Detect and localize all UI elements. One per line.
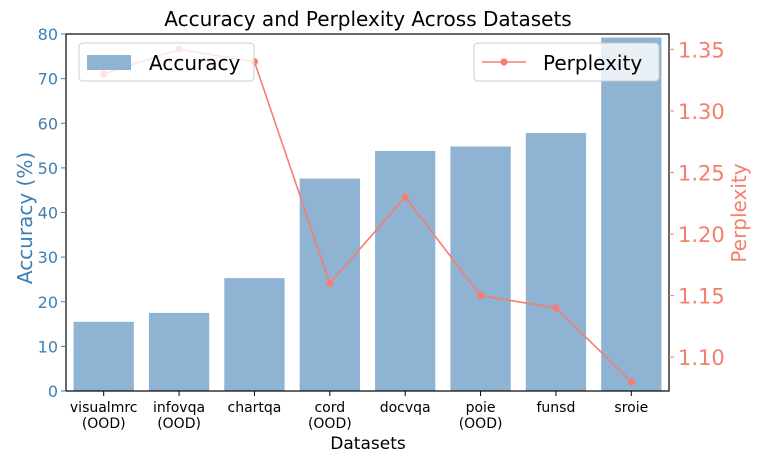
accuracy-bar	[73, 321, 134, 391]
right-tick-label: 1.30	[678, 100, 725, 124]
chart-title: Accuracy and Perplexity Across Datasets	[164, 7, 571, 31]
right-axis-label: Perplexity	[727, 163, 751, 262]
x-tick-label: funsd	[537, 400, 576, 416]
x-tick-label: chartqa	[228, 400, 282, 416]
accuracy-legend-label: Accuracy	[149, 51, 240, 75]
left-tick-label: 20	[38, 293, 58, 312]
perplexity-point	[627, 378, 635, 386]
x-tick-label: infovqa (OOD)	[153, 400, 205, 432]
accuracy-legend-swatch	[87, 55, 131, 70]
accuracy-bar	[224, 278, 285, 391]
right-tick-label: 1.20	[678, 223, 725, 247]
accuracy-bar	[148, 312, 210, 391]
left-tick-label: 60	[38, 114, 58, 133]
accuracy-bar	[375, 150, 436, 391]
x-tick-label: visualmrc (OOD)	[70, 400, 138, 432]
left-axis-label: Accuracy (%)	[13, 152, 37, 284]
perplexity-point	[476, 291, 485, 300]
perplexity-legend-label: Perplexity	[543, 51, 642, 75]
perplexity-point	[401, 193, 409, 201]
left-tick-label: 0	[48, 382, 58, 401]
left-tick-label: 80	[38, 25, 58, 44]
left-tick-label: 50	[38, 159, 58, 178]
x-tick-label: cord (OOD)	[308, 400, 352, 432]
x-tick-label: poie (OOD)	[459, 400, 503, 432]
perplexity-legend-marker	[500, 58, 508, 66]
perplexity-legend: Perplexity	[473, 42, 660, 82]
accuracy-bar	[601, 37, 662, 391]
x-axis-label: Datasets	[330, 434, 406, 454]
perplexity-point	[552, 304, 560, 312]
accuracy-legend: Accuracy	[78, 42, 255, 82]
right-tick-label: 1.35	[678, 38, 725, 62]
right-tick-label: 1.25	[678, 161, 725, 185]
legend-frame	[473, 42, 660, 82]
left-tick-label: 40	[38, 204, 58, 223]
right-tick-label: 1.15	[678, 285, 725, 309]
legend-frame	[78, 42, 255, 82]
right-tick-label: 1.10	[678, 346, 725, 370]
legends: Accuracy Perplexity	[78, 42, 660, 82]
x-tick-label: sroie	[614, 400, 648, 416]
left-tick-label: 10	[38, 337, 58, 356]
x-tick-label: docvqa	[380, 400, 431, 416]
accuracy-bar	[525, 133, 587, 391]
perplexity-point	[326, 279, 334, 287]
left-tick-label: 30	[38, 248, 58, 267]
left-tick-label: 70	[38, 70, 58, 89]
axes: 0 10 20 30 40 50 60 70 80 1.10 1.15 1.20 1.25 1.30 1.3…	[38, 25, 725, 432]
accuracy-bars	[73, 37, 662, 391]
